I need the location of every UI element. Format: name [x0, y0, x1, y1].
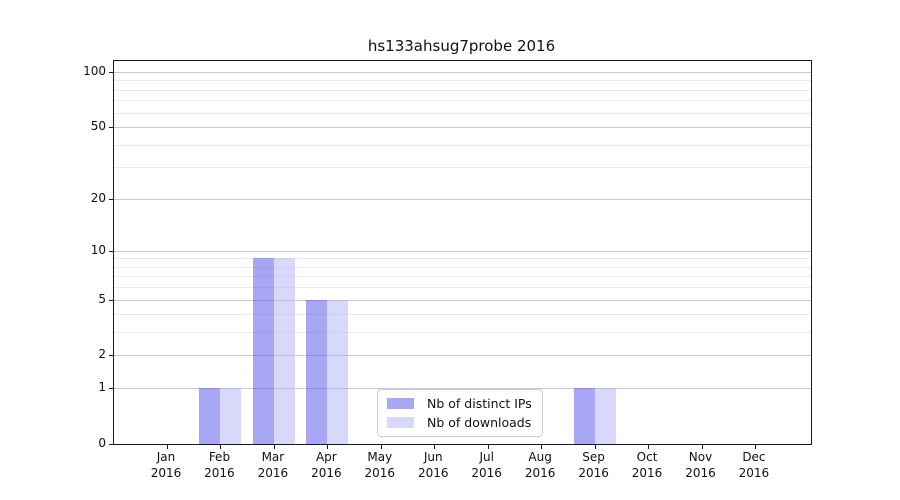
y-tick-0	[109, 444, 113, 445]
x-tick-label-jun: Jun 2016	[417, 450, 449, 480]
gridline-minor-8	[114, 267, 811, 268]
x-tick-oct	[648, 445, 649, 449]
x-tick-label-mar: Mar 2016	[257, 450, 289, 480]
bars-layer	[114, 61, 811, 444]
grid-layer	[114, 61, 811, 444]
x-tick-label-apr: Apr 2016	[311, 450, 342, 480]
legend-label-distinct-ips: Nb of distinct IPs	[427, 396, 532, 411]
gridline-minor-90	[114, 80, 811, 81]
x-tick-label-jan: Jan 2016	[150, 450, 182, 480]
x-tick-label-dec: Dec 2016	[738, 450, 770, 480]
gridline-minor-4	[114, 314, 811, 315]
gridline-minor-6	[114, 287, 811, 288]
gridline-minor-40	[114, 145, 811, 146]
gridline-minor-30	[114, 167, 811, 168]
bar-feb-downloads	[220, 388, 242, 444]
y-tick-1	[109, 388, 113, 389]
x-tick-label-jul: Jul 2016	[471, 450, 502, 480]
legend-entry-distinct-ips: Nb of distinct IPs	[387, 396, 542, 411]
y-tick-label-0: 0	[98, 436, 106, 450]
legend: Nb of distinct IPs Nb of downloads	[377, 389, 543, 437]
x-tick-label-feb: Feb 2016	[204, 450, 235, 480]
gridline-minor-70	[114, 100, 811, 101]
y-tick-2	[109, 355, 113, 356]
gridline-minor-60	[114, 113, 811, 114]
bar-apr-distinct-ips	[306, 300, 328, 444]
bar-apr-downloads	[327, 300, 349, 444]
x-tick-aug	[541, 445, 542, 449]
gridline-major-5	[114, 300, 811, 301]
y-tick-10	[109, 251, 113, 252]
bar-feb-distinct-ips	[199, 388, 221, 444]
bar-sep-downloads	[594, 388, 616, 444]
x-tick-apr	[327, 445, 328, 449]
plot-area	[109, 60, 812, 449]
legend-entry-downloads: Nb of downloads	[387, 415, 542, 430]
y-tick-label-2: 2	[98, 347, 106, 361]
legend-swatch-downloads-icon	[387, 417, 414, 428]
x-tick-dec	[755, 445, 756, 449]
gridline-major-10	[114, 251, 811, 252]
x-tick-sep	[595, 445, 596, 449]
gridline-minor-7	[114, 276, 811, 277]
x-tick-mar	[274, 445, 275, 449]
bar-mar-distinct-ips	[252, 258, 274, 444]
gridline-major-100	[114, 72, 811, 73]
gridline-minor-80	[114, 90, 811, 91]
x-tick-jun	[434, 445, 435, 449]
ticks-layer	[109, 61, 811, 449]
bar-sep-distinct-ips	[573, 388, 595, 444]
x-tick-jul	[488, 445, 489, 449]
x-tick-nov	[702, 445, 703, 449]
bar-mar-downloads	[273, 258, 295, 444]
y-tick-5	[109, 300, 113, 301]
x-tick-feb	[220, 445, 221, 449]
legend-label-downloads: Nb of downloads	[427, 415, 532, 430]
gridline-minor-3	[114, 332, 811, 333]
gridline-major-1	[114, 388, 811, 389]
x-tick-jan	[167, 445, 168, 449]
x-tick-label-nov: Nov 2016	[685, 450, 716, 480]
y-tick-label-10: 10	[90, 243, 106, 257]
y-tick-20	[109, 199, 113, 200]
chart-title: hs133ahsug7probe 2016	[367, 37, 556, 55]
gridline-major-20	[114, 199, 811, 200]
y-tick-label-20: 20	[90, 191, 106, 205]
y-tick-50	[109, 127, 113, 128]
y-tick-label-5: 5	[98, 292, 106, 306]
y-tick-label-1: 1	[98, 380, 106, 394]
legend-swatch-distinct-ips-icon	[387, 398, 414, 409]
x-tick-label-oct: Oct 2016	[631, 450, 663, 480]
gridline-minor-9	[114, 258, 811, 259]
x-tick-label-sep: Sep 2016	[578, 450, 609, 480]
x-tick-label-aug: Aug 2016	[524, 450, 556, 480]
gridline-major-2	[114, 355, 811, 356]
y-tick-label-100: 100	[83, 64, 106, 78]
x-tick-may	[381, 445, 382, 449]
gridline-major-50	[114, 127, 811, 128]
x-tick-label-may: May 2016	[364, 450, 396, 480]
y-tick-100	[109, 72, 113, 73]
y-tick-label-50: 50	[90, 119, 106, 133]
